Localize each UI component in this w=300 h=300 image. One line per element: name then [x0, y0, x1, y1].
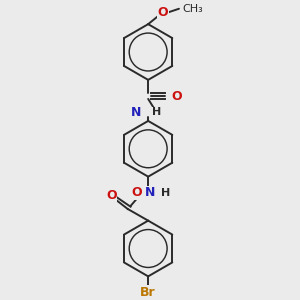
Text: H: H — [160, 188, 170, 198]
Text: CH₃: CH₃ — [182, 4, 202, 14]
Text: N: N — [145, 186, 156, 199]
Text: O: O — [172, 89, 182, 103]
Text: Br: Br — [140, 286, 156, 299]
Text: H: H — [152, 107, 161, 117]
Text: N: N — [131, 106, 142, 118]
Text: O: O — [106, 189, 117, 202]
Text: O: O — [131, 186, 142, 199]
Text: O: O — [158, 6, 168, 19]
